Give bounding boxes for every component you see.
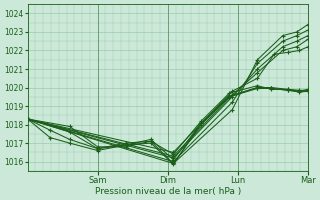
X-axis label: Pression niveau de la mer( hPa ): Pression niveau de la mer( hPa ) <box>95 187 241 196</box>
